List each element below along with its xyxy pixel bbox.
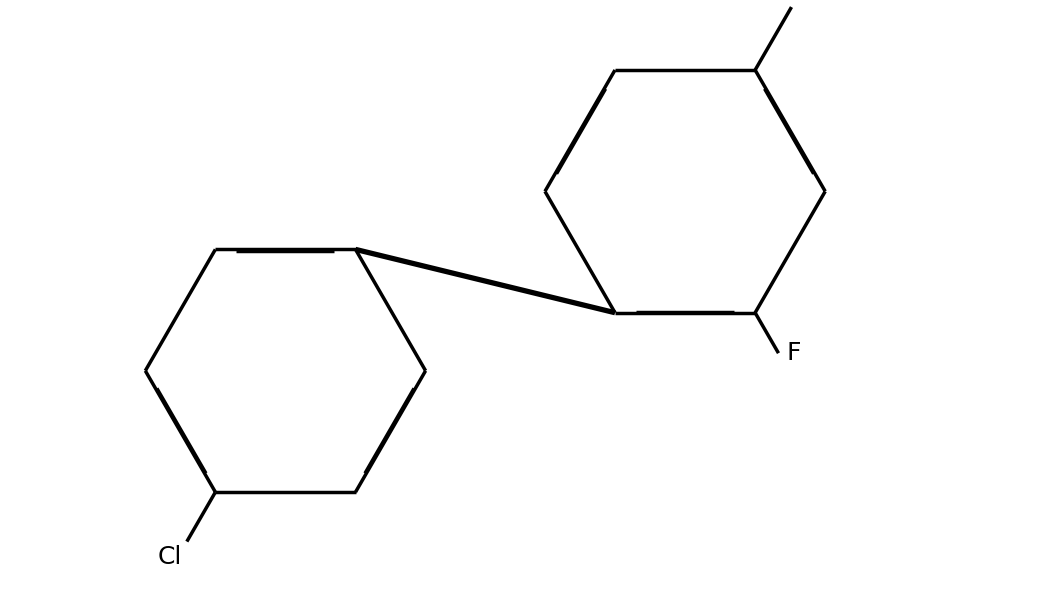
Text: Cl: Cl bbox=[158, 545, 182, 569]
Text: F: F bbox=[787, 341, 801, 365]
